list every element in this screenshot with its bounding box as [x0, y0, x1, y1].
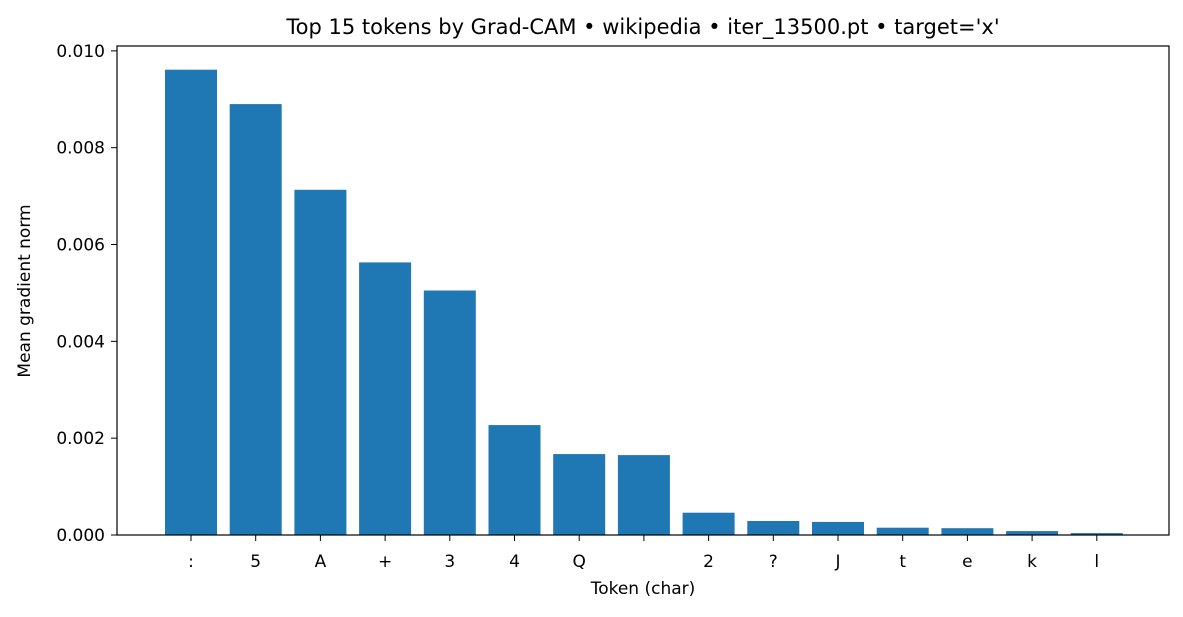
- x-axis-label: Token (char): [590, 579, 696, 599]
- plot-frame: [116, 45, 1170, 536]
- y-tick-label: 0.002: [56, 429, 105, 449]
- bar: [682, 512, 735, 535]
- y-tick-label: 0.008: [56, 139, 105, 159]
- y-tick-label: 0.004: [56, 332, 105, 352]
- bar: [165, 69, 217, 535]
- x-tick-label: 4: [509, 552, 520, 572]
- bar: [488, 425, 541, 535]
- x-tick-label: 3: [444, 552, 455, 572]
- x-tick-label: :: [188, 552, 194, 572]
- x-tick-label: 5: [250, 552, 261, 572]
- bar: [359, 262, 412, 535]
- bar: [941, 528, 994, 535]
- x-tick-label: +: [378, 552, 392, 572]
- bar: [294, 189, 347, 536]
- bars-group: [165, 69, 1123, 536]
- y-tick-label: 0.010: [56, 42, 105, 62]
- x-tick-label: J: [834, 552, 840, 572]
- bar: [553, 454, 606, 535]
- bar: [1006, 531, 1059, 535]
- x-tick-label: k: [1027, 552, 1037, 572]
- chart-title: Top 15 tokens by Grad-CAM • wikipedia • …: [285, 15, 999, 40]
- x-tick-label: l: [1094, 552, 1099, 572]
- y-tick-label: 0.000: [56, 526, 105, 546]
- bar: [617, 455, 670, 535]
- bar: [747, 521, 800, 535]
- x-tick-label: ?: [769, 552, 778, 572]
- bar: [1070, 533, 1123, 535]
- y-tick-label: 0.006: [56, 236, 105, 256]
- x-tick-label: 2: [703, 552, 714, 572]
- y-ticks-group: 0.000 0.002 0.004 0.006 0.008 0.010: [56, 42, 117, 546]
- y-axis-label: Mean gradient norm: [15, 204, 35, 377]
- bar: [876, 527, 929, 535]
- bar: [423, 290, 476, 535]
- x-tick-label: t: [899, 552, 906, 572]
- x-tick-label: e: [962, 552, 972, 572]
- x-tick-label: Q: [573, 552, 586, 572]
- bar: [812, 521, 864, 535]
- bar: [229, 104, 282, 535]
- x-tick-label: A: [315, 552, 327, 572]
